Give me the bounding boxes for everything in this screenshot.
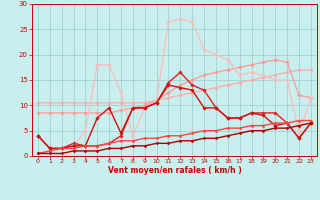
X-axis label: Vent moyen/en rafales ( km/h ): Vent moyen/en rafales ( km/h )	[108, 166, 241, 175]
